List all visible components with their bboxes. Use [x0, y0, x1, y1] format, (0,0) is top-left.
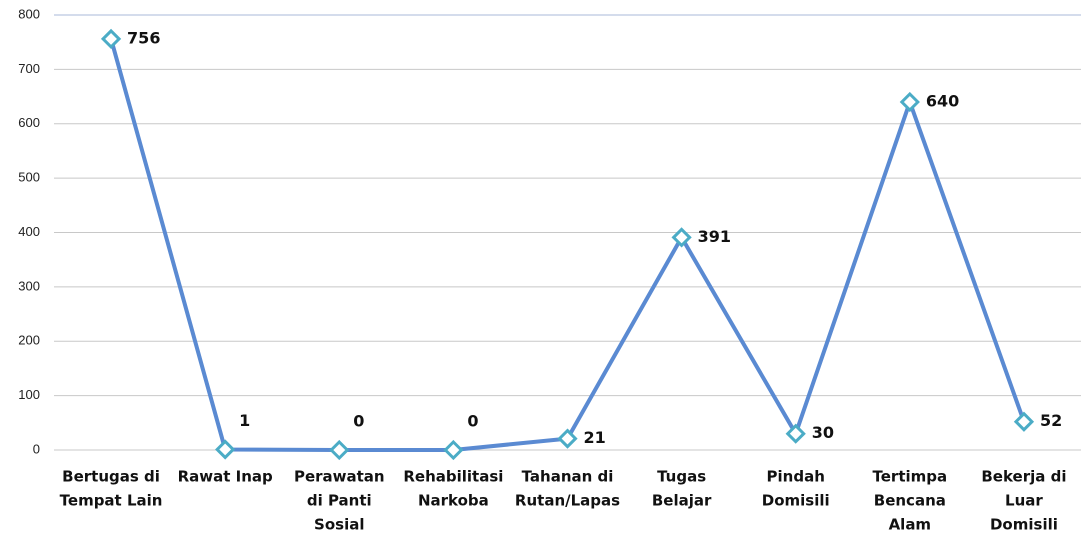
marker [899, 91, 920, 113]
data-label: 640 [926, 92, 959, 111]
data-label: 756 [127, 28, 160, 47]
y-tick-label: 200 [18, 333, 40, 348]
x-tick-label: Pindah [767, 468, 825, 486]
marker [215, 439, 236, 460]
data-label: 1 [239, 411, 250, 430]
y-tick-label: 800 [18, 6, 40, 21]
x-tick-label: Domisili [990, 516, 1058, 534]
x-tick-label: Tempat Lain [60, 492, 163, 510]
x-tick-label: di Panti [307, 492, 372, 510]
x-tick-label: Bencana [874, 492, 946, 510]
marker [329, 439, 350, 461]
x-tick-label: Rawat Inap [178, 468, 273, 486]
y-tick-label: 600 [18, 115, 40, 130]
x-tick-label: Belajar [652, 492, 712, 510]
data-label: 391 [698, 227, 731, 246]
y-tick-label: 100 [18, 387, 40, 402]
y-tick-label: 400 [18, 224, 40, 239]
x-tick-label: Luar [1005, 492, 1043, 510]
marker [671, 227, 692, 248]
x-tick-label: Rehabilitasi [403, 468, 503, 486]
x-tick-label: Tugas [657, 468, 706, 486]
x-tick-label: Bekerja di [981, 468, 1066, 486]
x-tick-label: Alam [889, 516, 932, 534]
data-label: 21 [584, 428, 606, 447]
marker [100, 28, 122, 50]
y-tick-label: 700 [18, 61, 40, 76]
marker [443, 439, 464, 461]
data-label: 0 [353, 412, 364, 431]
data-line [109, 38, 1026, 452]
marker [557, 428, 578, 449]
x-tick-label: Tahanan di [522, 468, 614, 486]
y-tick-label: 0 [33, 441, 40, 456]
x-tick-label: Tertimpa [873, 468, 948, 486]
x-tick-label: Bertugas di [62, 468, 160, 486]
y-tick-label: 300 [18, 278, 40, 293]
x-tick-label: Narkoba [418, 492, 489, 510]
marker [1013, 411, 1035, 432]
x-tick-label: Sosial [314, 516, 364, 534]
data-label: 0 [467, 412, 478, 431]
data-label: 30 [812, 423, 834, 442]
x-tick-label: Domisili [762, 492, 830, 510]
x-tick-label: Rutan/Lapas [515, 492, 620, 510]
y-tick-label: 500 [18, 170, 40, 185]
data-label: 52 [1040, 411, 1062, 430]
marker [785, 423, 806, 444]
x-tick-label: Perawatan [294, 468, 385, 486]
